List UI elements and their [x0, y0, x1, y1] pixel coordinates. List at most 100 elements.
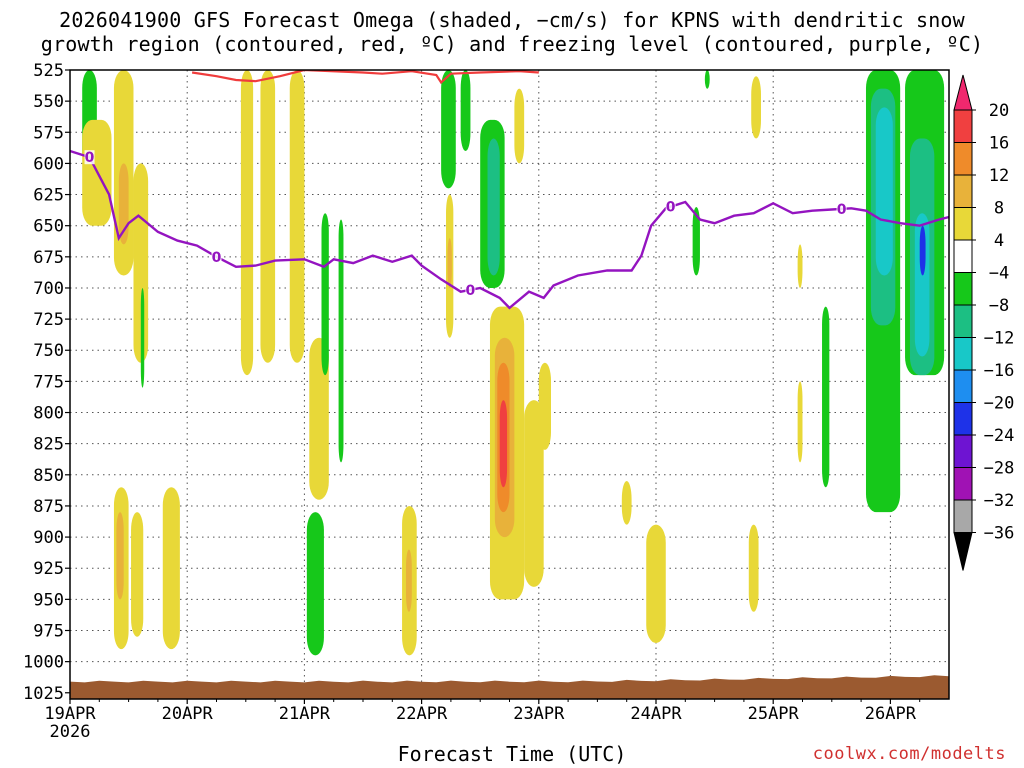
- colorbar-segment: [953, 402, 973, 436]
- omega-region: [704, 70, 710, 89]
- x-tick-label: 22APR: [396, 704, 448, 724]
- chart-title-line-1: 2026041900 GFS Forecast Omega (shaded, −…: [59, 8, 965, 32]
- omega-shading: [82, 70, 945, 656]
- x-tick-label: 20APR: [162, 704, 214, 724]
- colorbar-segment: [953, 337, 973, 371]
- omega-region: [116, 512, 124, 600]
- y-axis: 525 550 575 600 625 650 675 700 725 750 775 800 825 8…: [23, 61, 70, 704]
- colorbar-segment: [953, 467, 973, 501]
- colorbar-label: 16: [989, 134, 1009, 154]
- freezing-level-label: 0: [837, 202, 847, 218]
- colorbar-label: −4: [989, 264, 1009, 284]
- x-tick-label: 26APR: [865, 704, 917, 724]
- y-tick-label: 875: [33, 497, 64, 517]
- omega-region: [646, 524, 666, 643]
- x-tick-label: 21APR: [279, 704, 331, 724]
- colorbar: 20 16 12 8 4 −4 −8 −12 −16 −20 −24 −28 −32 −36: [953, 74, 1015, 571]
- colorbar-label: 12: [989, 166, 1009, 186]
- omega-region: [309, 337, 329, 500]
- y-tick-label: 800: [33, 404, 64, 424]
- ground-band: [70, 675, 949, 699]
- y-tick-label: 675: [33, 248, 64, 268]
- colorbar-segment: [953, 109, 973, 143]
- omega-region: [748, 524, 759, 612]
- omega-region: [321, 213, 329, 376]
- colorbar-label: −28: [984, 459, 1015, 479]
- omega-region: [338, 219, 344, 463]
- omega-region: [499, 400, 508, 488]
- x-axis-label: Forecast Time (UTC): [397, 742, 627, 766]
- dgz-contour: [191, 70, 539, 85]
- omega-region: [447, 238, 452, 288]
- omega-region: [118, 163, 129, 245]
- omega-region: [162, 487, 180, 650]
- omega-region: [797, 381, 803, 463]
- freezing-level-label-bg: [836, 201, 847, 216]
- omega-region: [524, 400, 544, 587]
- colorbar-label: −8: [989, 296, 1009, 316]
- y-tick-label: 925: [33, 559, 64, 579]
- omega-region: [140, 287, 145, 388]
- ground-terrain: [70, 675, 949, 699]
- colorbar-segment: [953, 142, 973, 176]
- colorbar-label: −36: [984, 524, 1015, 544]
- colorbar-label: −12: [984, 329, 1015, 349]
- colorbar-top-arrow: [953, 74, 973, 111]
- omega-region: [875, 107, 893, 276]
- omega-region: [131, 512, 144, 637]
- omega-region: [822, 306, 830, 488]
- colorbar-segment: [953, 369, 973, 403]
- y-tick-label: 525: [33, 61, 64, 81]
- colorbar-label: −20: [984, 394, 1015, 414]
- omega-region: [289, 70, 305, 363]
- y-tick-label: 850: [33, 466, 64, 486]
- freezing-level-contour: 0 0 0 0 0: [70, 149, 949, 310]
- omega-region: [914, 213, 930, 357]
- freezing-level-label: 0: [666, 200, 676, 216]
- chart-title-line-2: growth region (contoured, red, ºC) and f…: [40, 32, 984, 56]
- y-tick-label: 750: [33, 341, 64, 361]
- y-tick-label: 825: [33, 435, 64, 455]
- omega-region: [460, 70, 471, 151]
- colorbar-label: −32: [984, 491, 1015, 511]
- y-tick-label: 975: [33, 621, 64, 641]
- omega-region: [692, 207, 700, 276]
- omega-region: [538, 362, 552, 450]
- x-tick-label: 19APR: [44, 704, 96, 724]
- y-tick-label: 700: [33, 279, 64, 299]
- y-tick-label: 650: [33, 217, 64, 237]
- omega-region: [441, 70, 456, 189]
- colorbar-segment: [953, 434, 973, 468]
- colorbar-segment: [953, 239, 973, 273]
- freezing-level-label-bg: [665, 199, 676, 214]
- freezing-level-label: 0: [212, 250, 222, 266]
- x-tick-sublabel: 2026: [50, 722, 91, 742]
- y-tick-label: 775: [33, 372, 64, 392]
- omega-region: [797, 244, 803, 288]
- omega-region: [621, 481, 632, 525]
- colorbar-label: 8: [994, 199, 1004, 219]
- y-tick-label: 725: [33, 310, 64, 330]
- y-tick-label: 575: [33, 123, 64, 143]
- omega-region: [133, 163, 149, 363]
- omega-region: [487, 138, 500, 276]
- credit-link[interactable]: coolwx.com/modelts: [812, 744, 1006, 764]
- dgz-line: [191, 70, 539, 85]
- y-tick-label: 950: [33, 590, 64, 610]
- colorbar-segment: [953, 174, 973, 208]
- freezing-level-label-bg: [211, 249, 222, 264]
- colorbar-label: −16: [984, 361, 1015, 381]
- y-tick-label: 1000: [23, 653, 64, 673]
- freezing-level-label-bg: [465, 282, 476, 297]
- omega-region: [751, 76, 761, 139]
- omega-region: [260, 70, 276, 363]
- y-tick-label: 625: [33, 186, 64, 206]
- freezing-level-label: 0: [85, 150, 95, 166]
- y-tick-label: 900: [33, 528, 64, 548]
- omega-region: [919, 225, 926, 276]
- y-tick-label: 1025: [23, 684, 64, 704]
- freezing-level-line: [70, 149, 949, 310]
- omega-region: [306, 512, 324, 656]
